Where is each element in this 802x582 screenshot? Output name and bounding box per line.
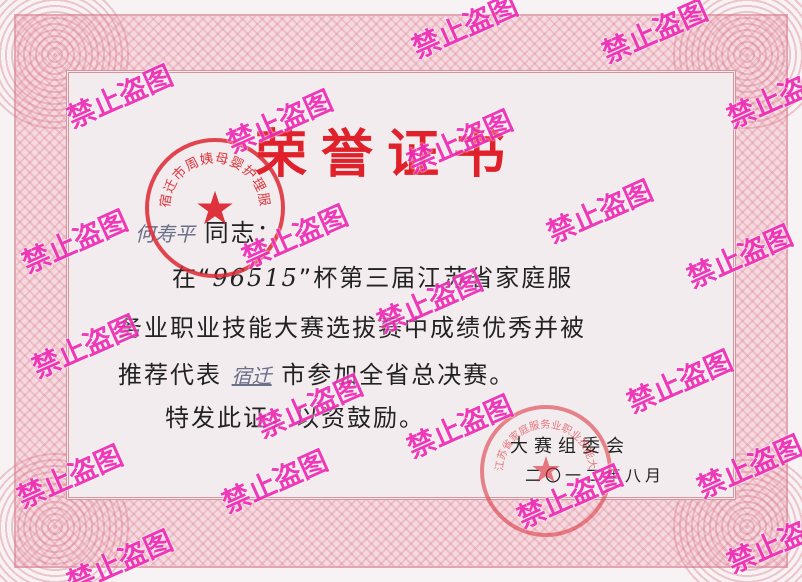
seal-star-icon: ★: [194, 181, 236, 235]
certificate-panel: [66, 70, 736, 500]
body-line-2: 务业职业技能大赛选拔赛中成绩优秀并被: [118, 314, 586, 342]
right-seal-text: 江苏省家庭服务业职业技能大赛服务业: [484, 409, 599, 471]
certificate-title: 荣誉证书: [255, 125, 520, 185]
left-seal: 宿迁市周姨母婴护理服务站 ★: [145, 138, 285, 278]
body-line-3: 推荐代表 宿迁 市参加全省总决赛。: [118, 355, 515, 390]
body-line-4: 特发此证，以资鼓励。: [165, 404, 425, 432]
right-seal: 江苏省家庭服务业职业技能大赛服务业 ★: [480, 405, 612, 537]
city-handwritten: 宿迁: [231, 364, 272, 388]
line3-prefix: 推荐代表: [118, 361, 222, 389]
line1-suffix: ”杯第三届江苏省家庭服: [298, 264, 574, 292]
line3-suffix: 市参加全省总决赛。: [281, 361, 516, 389]
body-line-1: 在“96515”杯第三届江苏省家庭服: [172, 258, 573, 293]
seal-star-icon: ★: [529, 450, 563, 491]
left-seal-text: 宿迁市周姨母婴护理服务站: [149, 142, 271, 209]
